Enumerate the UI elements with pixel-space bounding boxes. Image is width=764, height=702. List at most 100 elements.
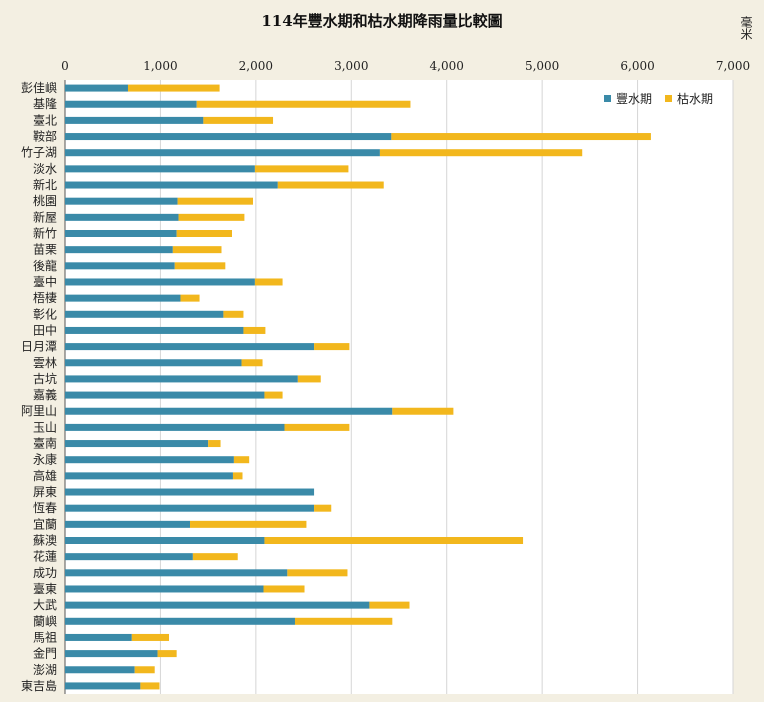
x-tick-label: 5,000 [525, 59, 559, 73]
category-label: 嘉義 [33, 387, 57, 402]
category-label: 彭佳嶼 [21, 81, 57, 95]
category-label: 高雄 [33, 468, 57, 483]
legend-swatch-wet [604, 95, 611, 102]
category-label: 竹子湖 [21, 145, 57, 160]
x-tick-label: 2,000 [239, 59, 273, 73]
category-label: 田中 [33, 322, 57, 337]
bar-dry [254, 165, 349, 173]
bar-dry [178, 213, 245, 221]
bar-dry [264, 537, 524, 544]
category-label: 屏東 [33, 485, 57, 499]
bar-wet [65, 456, 234, 464]
bar-dry [157, 650, 177, 658]
category-label: 澎湖 [33, 662, 57, 677]
x-tick-label: 6,000 [620, 59, 654, 73]
category-label: 苗栗 [33, 243, 57, 257]
bar-dry [254, 278, 283, 286]
bar-dry [176, 230, 232, 237]
bar-wet [65, 213, 179, 221]
bar-dry [174, 262, 226, 270]
bar-dry [208, 440, 221, 448]
category-label: 鞍部 [33, 129, 57, 144]
category-label: 古坑 [33, 371, 57, 386]
bar-dry [192, 553, 238, 561]
x-tick-label: 4,000 [430, 59, 464, 73]
category-label: 淡水 [33, 162, 57, 176]
category-label: 玉山 [33, 420, 57, 434]
bar-wet [65, 423, 285, 431]
category-label: 新竹 [33, 226, 57, 241]
bar-wet [65, 472, 233, 480]
category-label: 成功 [33, 566, 57, 580]
bar-wet [65, 504, 315, 512]
category-label: 雲林 [33, 356, 57, 370]
bar-dry [369, 601, 410, 609]
bar-wet [65, 407, 393, 415]
x-tick-label: 0 [61, 59, 69, 73]
bar-wet [65, 310, 224, 318]
category-label: 永康 [33, 452, 57, 467]
bar-wet [65, 391, 265, 399]
category-label: 恆春 [33, 501, 57, 515]
bar-wet [65, 100, 197, 108]
category-label: 蘇澳 [33, 534, 57, 548]
bar-wet [65, 246, 173, 254]
x-tick-label: 7,000 [716, 59, 750, 73]
category-label: 宜蘭 [33, 516, 57, 531]
bar-dry [127, 84, 220, 92]
x-tick-label: 1,000 [143, 59, 177, 73]
x-tick-label: 3,000 [334, 59, 368, 73]
category-label: 新屋 [33, 209, 57, 224]
legend-label-wet: 豐水期 [616, 92, 652, 106]
bar-wet [65, 133, 392, 141]
category-label: 臺北 [33, 112, 57, 127]
category-label: 臺東 [33, 581, 57, 596]
bar-wet [65, 149, 380, 157]
category-label: 東吉島 [21, 678, 57, 693]
unit-label: 毫米 [739, 16, 753, 40]
bar-dry [223, 310, 244, 318]
bar-wet [65, 294, 181, 302]
category-label: 新北 [33, 177, 57, 192]
category-label: 基隆 [33, 96, 57, 111]
category-label: 彰化 [33, 306, 57, 321]
bar-wet [65, 84, 128, 92]
bar-dry [140, 682, 160, 690]
bar-wet [65, 682, 141, 690]
category-label: 金門 [33, 646, 57, 661]
category-label: 阿里山 [21, 404, 57, 418]
bar-dry [294, 617, 393, 625]
bar-wet [65, 569, 288, 577]
bar-dry [297, 375, 321, 383]
category-label: 臺中 [33, 274, 57, 289]
legend-swatch-dry [665, 95, 672, 102]
bar-dry [241, 359, 263, 367]
bar-wet [65, 650, 158, 658]
bar-dry [232, 472, 243, 480]
bar-wet [65, 537, 265, 544]
bar-wet [65, 617, 295, 625]
bar-dry [287, 569, 348, 577]
bar-wet [65, 553, 193, 561]
category-label: 馬祖 [33, 629, 57, 644]
bar-wet [65, 585, 264, 593]
bar-wet [65, 116, 204, 124]
bar-dry [391, 133, 651, 141]
bar-dry [131, 633, 170, 641]
bar-wet [65, 666, 135, 674]
bar-dry [172, 246, 222, 254]
category-label: 花蓮 [33, 549, 57, 564]
bar-dry [392, 407, 454, 415]
bar-dry [233, 456, 250, 464]
bar-dry [177, 197, 253, 205]
bar-wet [65, 262, 175, 270]
bar-dry [203, 116, 274, 124]
bar-dry [263, 585, 305, 593]
bar-wet [65, 181, 278, 189]
bar-wet [65, 601, 370, 609]
bar-dry [196, 100, 411, 108]
bar-wet [65, 488, 315, 496]
bar-dry [243, 326, 266, 334]
bar-dry [314, 504, 332, 512]
